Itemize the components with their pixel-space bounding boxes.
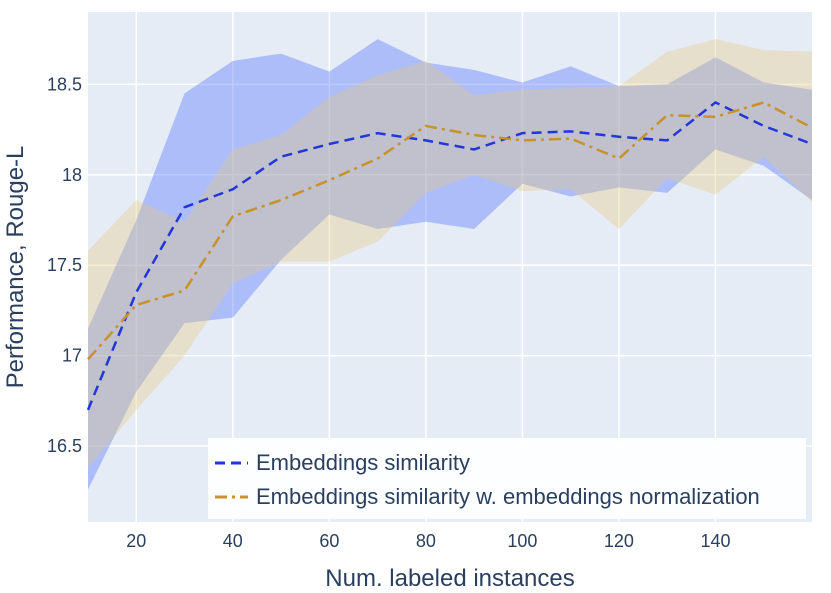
- x-tick-label: 140: [700, 531, 730, 551]
- x-axis-title: Num. labeled instances: [325, 565, 574, 592]
- confidence-band-1: [88, 39, 812, 490]
- y-axis-ticks: 16.5 17 17.5 18 18.5: [47, 74, 82, 456]
- y-tick-label: 17: [62, 346, 82, 366]
- x-axis-ticks: 20 40 60 80 100 120 140: [126, 531, 730, 551]
- y-tick-label: 17.5: [47, 255, 82, 275]
- series-line-1[interactable]: [86, 100, 813, 411]
- plot-background: [88, 12, 812, 522]
- legend-label-embeddings-normalization: Embeddings similarity w. embeddings norm…: [256, 484, 760, 509]
- y-tick-label: 16.5: [47, 436, 82, 456]
- legend[interactable]: Embeddings similarity Embeddings similar…: [208, 438, 806, 519]
- x-tick-label: 100: [507, 531, 537, 551]
- x-tick-label: 80: [416, 531, 436, 551]
- confidence-bands: [88, 39, 812, 490]
- series-lines: [86, 100, 813, 411]
- x-tick-label: 120: [604, 531, 634, 551]
- legend-box: [208, 438, 806, 519]
- series-line-2[interactable]: [87, 101, 813, 361]
- y-axis-title: Performance, Rouge-L: [2, 146, 29, 389]
- x-tick-label: 20: [126, 531, 146, 551]
- x-tick-label: 60: [319, 531, 339, 551]
- x-tick-label: 40: [223, 531, 243, 551]
- y-tick-label: 18: [62, 165, 82, 185]
- legend-label-embeddings-similarity: Embeddings similarity: [256, 450, 470, 475]
- confidence-band-2: [88, 39, 812, 468]
- y-tick-label: 18.5: [47, 74, 82, 94]
